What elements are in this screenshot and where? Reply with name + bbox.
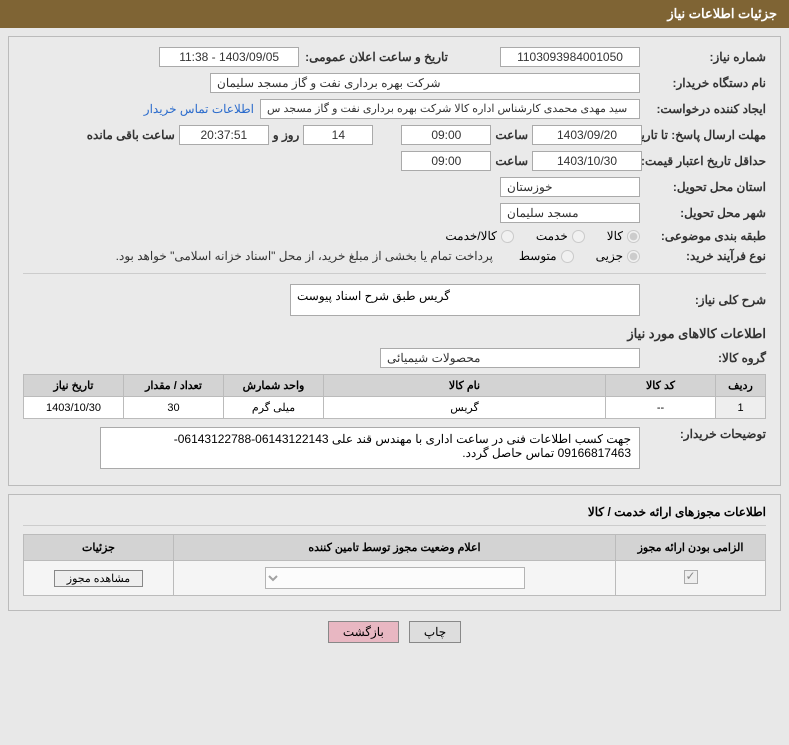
th-mandatory: الزامی بودن ارائه مجوز [616, 535, 766, 561]
th-row: ردیف [716, 375, 766, 397]
payment-note: پرداخت تمام یا بخشی از مبلغ خرید، از محل… [116, 249, 493, 263]
license-table: الزامی بودن ارائه مجوز اعلام وضعیت مجوز … [23, 534, 766, 596]
province-label: استان محل تحویل: [646, 180, 766, 194]
buyer-org-label: نام دستگاه خریدار: [646, 76, 766, 90]
radio-service-input [572, 230, 585, 243]
cell-name: گریس [324, 397, 606, 419]
radio-goods-input [627, 230, 640, 243]
radio-both[interactable]: کالا/خدمت [445, 229, 513, 243]
announce-label: تاریخ و ساعت اعلان عمومی: [305, 50, 448, 64]
table-row: 1 -- گریس میلی گرم 30 1403/10/30 [24, 397, 766, 419]
license-section-title: اطلاعات مجوزهای ارائه خدمت / کالا [23, 505, 766, 519]
panel-header: جزئیات اطلاعات نیاز [0, 0, 789, 28]
need-no-label: شماره نیاز: [646, 50, 766, 64]
radio-service[interactable]: خدمت [536, 229, 585, 243]
need-no-value: 1103093984001050 [500, 47, 640, 67]
goods-table: ردیف کد کالا نام کالا واحد شمارش تعداد /… [23, 374, 766, 419]
cell-details: مشاهده مجوز [24, 561, 174, 596]
th-name: نام کالا [324, 375, 606, 397]
summary-text: گریس طبق شرح اسناد پیوست [290, 284, 640, 316]
status-select[interactable] [265, 567, 525, 589]
announce-value: 1403/09/05 - 11:38 [159, 47, 299, 67]
buyer-org-value: شرکت بهره برداری نفت و گاز مسجد سلیمان [210, 73, 640, 93]
validity-time: 09:00 [401, 151, 491, 171]
th-status: اعلام وضعیت مجوز توسط تامین کننده [174, 535, 616, 561]
radio-medium-input [561, 250, 574, 263]
city-value: مسجد سلیمان [500, 203, 640, 223]
buyer-contact-link[interactable]: اطلاعات تماس خریدار [144, 102, 254, 116]
cell-code: -- [606, 397, 716, 419]
goods-group-value: محصولات شیمیائی [380, 348, 640, 368]
cell-mandatory [616, 561, 766, 596]
process-label: نوع فرآیند خرید: [646, 249, 766, 263]
panel-header-title: جزئیات اطلاعات نیاز [667, 6, 777, 21]
cell-unit: میلی گرم [224, 397, 324, 419]
th-qty: تعداد / مقدار [124, 375, 224, 397]
category-label: طبقه بندی موضوعی: [646, 229, 766, 243]
buyer-notes-label: توضیحات خریدار: [646, 427, 766, 441]
requester-value: سید مهدی محمدی کارشناس اداره کالا شرکت ب… [260, 99, 640, 119]
requester-label: ایجاد کننده درخواست: [646, 102, 766, 116]
goods-section-title: اطلاعات کالاهای مورد نیاز [23, 326, 766, 342]
radio-both-input [501, 230, 514, 243]
th-details: جزئیات [24, 535, 174, 561]
th-unit: واحد شمارش [224, 375, 324, 397]
radio-partial-input [627, 250, 640, 263]
summary-label: شرح کلی نیاز: [646, 293, 766, 307]
time-label-1: ساعت [495, 128, 528, 142]
view-license-button[interactable]: مشاهده مجوز [54, 570, 143, 587]
category-radios: کالا خدمت کالا/خدمت [445, 229, 640, 243]
time-label-2: ساعت [495, 154, 528, 168]
days-remaining: 14 [303, 125, 373, 145]
validity-date: 1403/10/30 [532, 151, 642, 171]
deadline-time: 09:00 [401, 125, 491, 145]
city-label: شهر محل تحویل: [646, 206, 766, 220]
cell-row: 1 [716, 397, 766, 419]
footer-buttons: چاپ بازگشت [0, 621, 789, 643]
cell-status [174, 561, 616, 596]
goods-group-label: گروه کالا: [646, 351, 766, 365]
cell-date: 1403/10/30 [24, 397, 124, 419]
process-radios: جزیی متوسط [519, 249, 640, 263]
deadline-label: مهلت ارسال پاسخ: تا تاریخ: [646, 128, 766, 142]
th-date: تاریخ نیاز [24, 375, 124, 397]
cell-qty: 30 [124, 397, 224, 419]
radio-goods[interactable]: کالا [607, 229, 640, 243]
radio-medium[interactable]: متوسط [519, 249, 574, 263]
mandatory-checkbox [684, 570, 698, 584]
days-suffix: روز و [273, 128, 300, 142]
remaining-suffix: ساعت باقی مانده [87, 128, 175, 142]
license-row: مشاهده مجوز [24, 561, 766, 596]
main-panel: شماره نیاز: 1103093984001050 تاریخ و ساع… [8, 36, 781, 486]
province-value: خوزستان [500, 177, 640, 197]
deadline-date: 1403/09/20 [532, 125, 642, 145]
th-code: کد کالا [606, 375, 716, 397]
radio-partial[interactable]: جزیی [596, 249, 640, 263]
countdown: 20:37:51 [179, 125, 269, 145]
print-button[interactable]: چاپ [409, 621, 461, 643]
license-panel: اطلاعات مجوزهای ارائه خدمت / کالا الزامی… [8, 494, 781, 611]
return-button[interactable]: بازگشت [328, 621, 399, 643]
buyer-notes-text: جهت کسب اطلاعات فنی در ساعت اداری با مهن… [100, 427, 640, 469]
